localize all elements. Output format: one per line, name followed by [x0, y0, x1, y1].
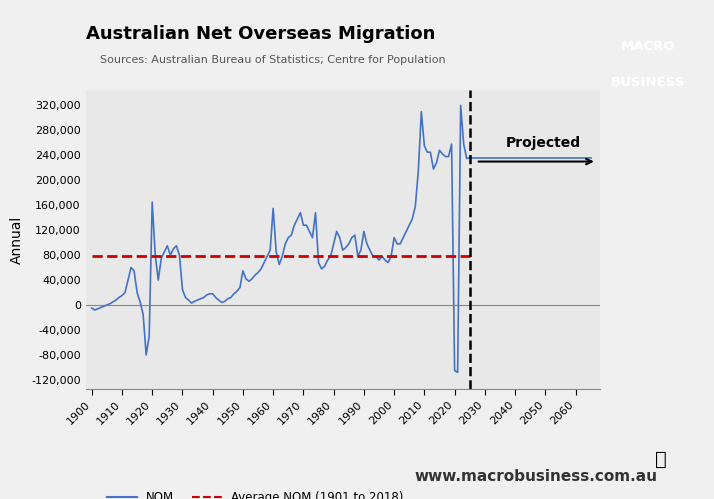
Y-axis label: Annual: Annual [10, 216, 24, 263]
Text: 🐺: 🐺 [655, 450, 666, 469]
Text: www.macrobusiness.com.au: www.macrobusiness.com.au [414, 469, 657, 484]
Text: Projected: Projected [506, 136, 581, 150]
Text: MACRO: MACRO [620, 40, 675, 53]
Text: Australian Net Overseas Migration: Australian Net Overseas Migration [86, 25, 435, 43]
Text: BUSINESS: BUSINESS [611, 76, 685, 89]
Legend: NOM, Average NOM (1901 to 2018): NOM, Average NOM (1901 to 2018) [103, 487, 408, 499]
Text: Sources: Australian Bureau of Statistics; Centre for Population: Sources: Australian Bureau of Statistics… [100, 55, 446, 65]
